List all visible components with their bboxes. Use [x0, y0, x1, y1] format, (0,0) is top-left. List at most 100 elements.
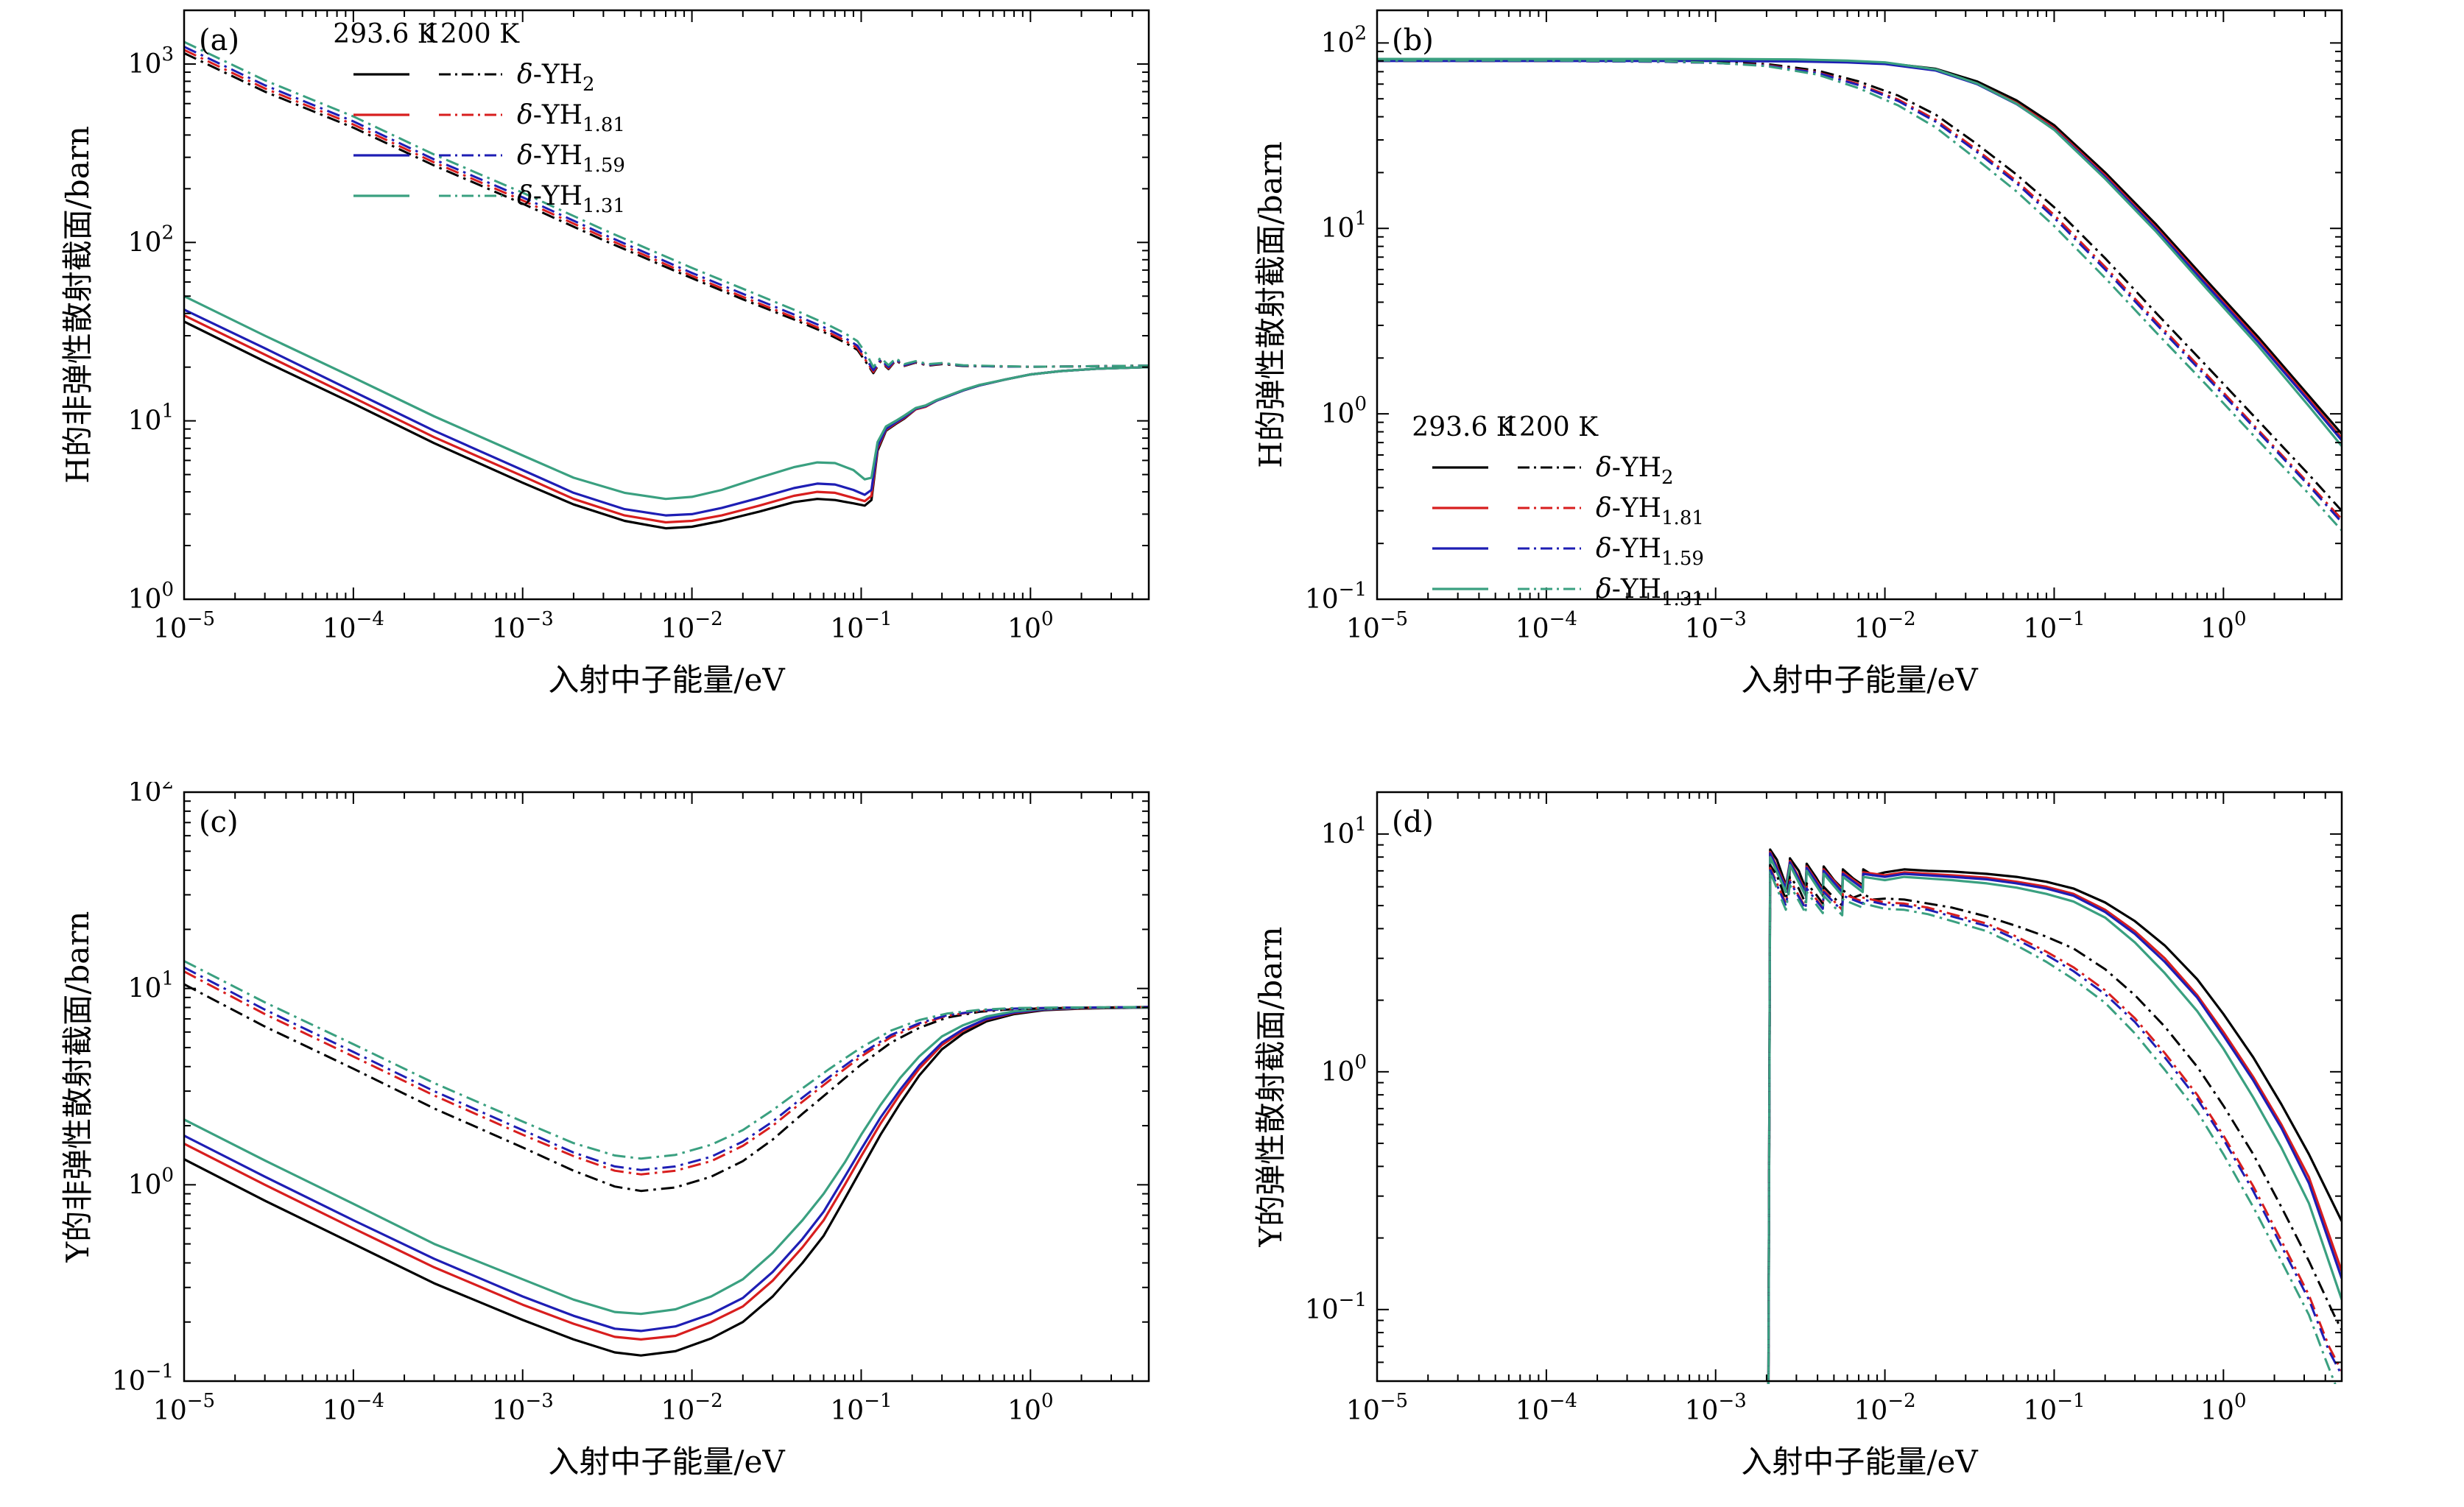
x-tick-label: 10−1	[2023, 608, 2085, 644]
x-tick-label: 100	[1007, 608, 1053, 644]
chart-element: 10	[128, 1170, 162, 1200]
legend-entry-label: δ-YH1.31	[517, 181, 625, 217]
panel-a-plot: 10−5 10−4 10−3 10−2 10−1 100100101102103入射中子能…	[60, 9, 1150, 698]
chart-element: −2	[1887, 608, 1915, 630]
chart-element: 10	[1321, 213, 1355, 244]
chart-element: 1	[161, 400, 174, 423]
x-tick-label: 10−2	[1854, 1390, 1916, 1426]
chart-element: −1	[864, 608, 892, 630]
x-tick-label: 10−3	[492, 1390, 554, 1426]
y-axis-title: Y的弹性散射截面/barn	[1253, 927, 1289, 1248]
x-tick-label: 10−2	[661, 1390, 723, 1426]
chart-element: −3	[525, 1390, 553, 1412]
chart-element: −2	[694, 608, 722, 630]
panel-d-plot: 10−5 10−4 10−3 10−2 10−1 10010−1100101入射中子能量/…	[1253, 791, 2343, 1480]
panel-d-y-elastic: 10−5 10−4 10−3 10−2 10−1 100 10−1 100 101 入射中子能量/…	[1236, 782, 2429, 1507]
legend-header-temp2: 1200 K	[423, 19, 520, 49]
chart-element: -YH	[1612, 493, 1661, 523]
x-tick-label: 10−5	[1346, 1390, 1408, 1426]
chart-element: 10	[492, 1396, 526, 1426]
chart-element: 10	[830, 614, 864, 644]
chart-element: −5	[1380, 1390, 1408, 1412]
chart-element: 0	[1354, 1051, 1367, 1073]
series-line-yh131-293	[1767, 855, 2342, 1384]
legend-entry-label: δ-YH1.59	[517, 141, 625, 177]
chart-element: 1	[161, 968, 174, 990]
series-group	[1377, 57, 2342, 532]
chart-element: 10	[128, 974, 162, 1004]
x-axis-title: 入射中子能量/eV	[548, 662, 785, 698]
chart-element: 1	[1354, 814, 1367, 836]
chart-element: 2	[161, 222, 174, 244]
chart-element: δ	[1596, 453, 1612, 483]
series-line-yh159-1200	[1767, 868, 2342, 1384]
y-tick-label: 100	[128, 579, 174, 615]
chart-element: −3	[525, 608, 553, 630]
chart-element: 2	[582, 74, 595, 96]
series-line-yh2-293	[184, 1006, 1149, 1357]
series-line-yh159-1200	[184, 46, 1149, 372]
series-line-yh159-293	[184, 308, 1149, 517]
y-axis-title: Y的非弹性散射截面/barn	[60, 911, 96, 1263]
chart-element: 0	[161, 579, 174, 601]
chart-element: −5	[187, 1390, 215, 1412]
legend-entry-label: δ-YH1.59	[1596, 534, 1704, 570]
series-group	[1767, 848, 2342, 1384]
x-tick-label: 100	[1007, 1390, 1053, 1426]
chart-element: 10	[1321, 399, 1355, 429]
chart-element: 10	[2200, 614, 2234, 644]
y-tick-label: 101	[128, 400, 174, 437]
chart-element: 10	[2023, 1396, 2057, 1426]
series-line-yh2-1200	[1767, 864, 2342, 1384]
x-tick-label: 10−2	[1854, 608, 1916, 644]
chart-element: 10	[323, 1396, 356, 1426]
legend-entry-label: δ-YH2	[1596, 453, 1674, 489]
panel-c-y-inelastic: 10−5 10−4 10−3 10−2 10−1 100 10−1 100 101 102 入射中子…	[43, 772, 1236, 1507]
chart-element: 10	[1854, 614, 1888, 644]
chart-element: 10	[128, 49, 162, 80]
legend-entry-label: δ-YH1.81	[1596, 493, 1704, 529]
chart-element: 1.31	[582, 195, 625, 217]
chart-element: 10	[1305, 585, 1339, 615]
x-tick-label: 10−4	[1516, 1390, 1577, 1426]
chart-element: −2	[694, 1390, 722, 1412]
series-line-yh159-293	[1767, 852, 2342, 1384]
chart-element: δ	[517, 181, 533, 211]
chart-element: −4	[356, 608, 384, 630]
legend-header-temp1: 293.6 K	[333, 19, 438, 49]
chart-element: −1	[864, 1390, 892, 1412]
chart-element: 1	[1354, 208, 1367, 230]
series-line-yh181-1200	[1767, 867, 2342, 1384]
series-line-yh159-1200	[184, 966, 1149, 1171]
series-line-yh131-1200	[1377, 59, 2342, 532]
chart-element: -YH	[533, 141, 582, 171]
chart-element: 10	[661, 614, 695, 644]
chart-element: 10	[128, 227, 162, 258]
series-line-yh2-1200	[1377, 60, 2342, 512]
series-line-yh2-1200	[184, 52, 1149, 375]
x-tick-label: 10−4	[1516, 608, 1577, 644]
series-line-yh131-1200	[184, 960, 1149, 1160]
panel-label: (d)	[1392, 805, 1434, 839]
x-tick-label: 10−1	[2023, 1390, 2085, 1426]
chart-element: 10	[2200, 1396, 2234, 1426]
chart-element: −5	[187, 608, 215, 630]
chart-element: −1	[146, 1360, 174, 1383]
chart-element: 2	[1661, 467, 1674, 489]
series-group	[184, 960, 1149, 1357]
chart-element: 0	[1041, 1390, 1054, 1412]
chart-element: 1.81	[582, 114, 625, 136]
series-line-yh2-1200	[184, 983, 1149, 1193]
x-axis-title: 入射中子能量/eV	[1741, 662, 1978, 698]
x-tick-label: 10−3	[1685, 1390, 1747, 1426]
axes-box	[183, 791, 1150, 1383]
chart-element: 10	[323, 614, 356, 644]
chart-element: −4	[356, 1390, 384, 1412]
chart-element: −4	[1549, 608, 1577, 630]
y-tick-label: 100	[128, 1164, 174, 1200]
chart-element: 10	[1321, 28, 1355, 58]
series-line-yh181-293	[184, 314, 1149, 524]
chart-element: 10	[1305, 1295, 1339, 1325]
legend-entry-label: δ-YH2	[517, 60, 595, 96]
chart-element: −1	[2057, 1390, 2085, 1412]
